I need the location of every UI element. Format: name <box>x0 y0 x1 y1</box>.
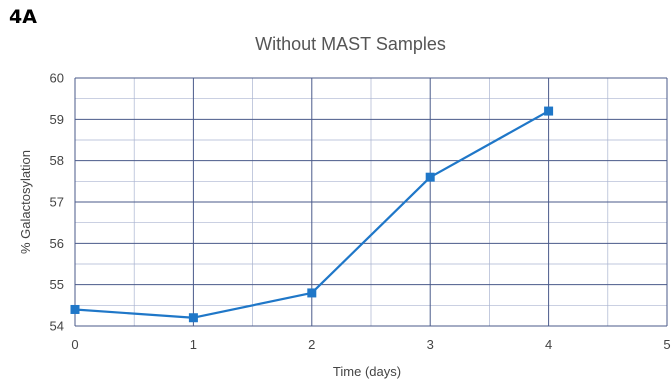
panel-label: 4A <box>9 6 37 28</box>
y-axis-label: % Galactosylation <box>18 150 33 254</box>
x-tick-label: 2 <box>308 337 315 352</box>
data-point <box>307 288 317 298</box>
data-point <box>425 172 435 182</box>
x-tick-label: 1 <box>190 337 197 352</box>
x-tick-label: 3 <box>427 337 434 352</box>
series-layer <box>70 106 554 323</box>
data-point <box>544 106 554 116</box>
x-tick-label: 5 <box>663 337 670 352</box>
x-tick-label: 0 <box>71 337 78 352</box>
y-tick-label: 59 <box>50 112 64 127</box>
x-tick-label: 4 <box>545 337 552 352</box>
y-tick-label: 57 <box>50 195 64 210</box>
y-tick-label: 56 <box>50 236 64 251</box>
chart-title: Without MAST Samples <box>255 34 446 54</box>
x-axis-label: Time (days) <box>333 364 401 379</box>
y-tick-label: 58 <box>50 153 64 168</box>
tick-layer: 54 55 56 57 58 59 60 0 1 2 3 4 5 <box>50 71 671 353</box>
y-tick-label: 54 <box>50 319 64 334</box>
y-tick-label: 60 <box>50 71 64 86</box>
grid-layer <box>74 77 668 327</box>
data-point <box>188 313 198 323</box>
data-point <box>70 304 80 314</box>
y-tick-label: 55 <box>50 277 64 292</box>
